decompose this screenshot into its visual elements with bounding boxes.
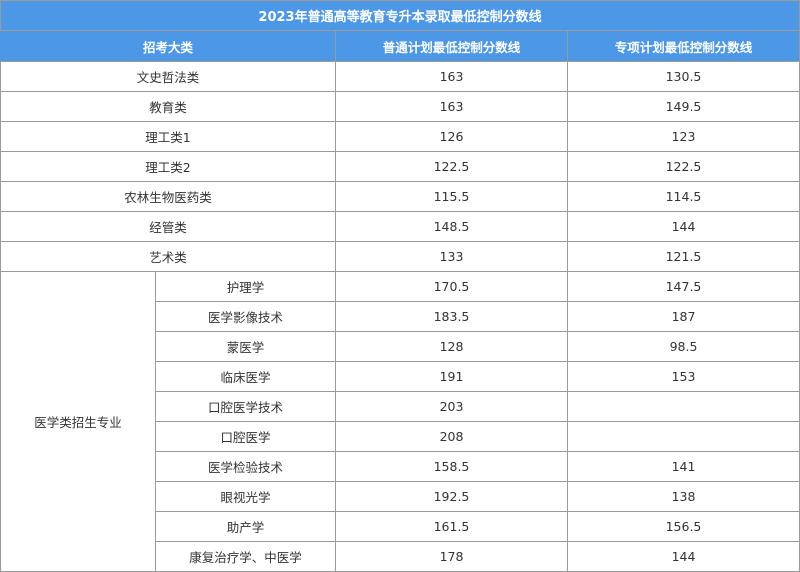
general-score-cell: 191: [335, 361, 568, 392]
category-cell: 艺术类: [0, 241, 336, 272]
special-score-cell: 144: [567, 211, 800, 242]
special-score-cell: 123: [567, 121, 800, 152]
table-row: 口腔医学 208: [1, 421, 800, 452]
general-score-cell: 208: [335, 421, 568, 452]
table-row: 经管类 148.5 144: [0, 211, 800, 242]
major-cell: 康复治疗学、中医学: [155, 541, 336, 572]
category-cell: 文史哲法类: [0, 61, 336, 92]
special-score-cell: 141: [567, 451, 800, 482]
special-score-cell: 138: [567, 481, 800, 512]
special-score-cell: [567, 421, 800, 452]
table-row: 艺术类 133 121.5: [0, 241, 800, 272]
major-cell: 口腔医学: [155, 421, 336, 452]
table-row: 医学影像技术 183.5 187: [1, 301, 800, 332]
category-cell: 农林生物医药类: [0, 181, 336, 212]
general-score-cell: 163: [335, 91, 568, 122]
major-cell: 助产学: [155, 511, 336, 542]
header-special-plan: 专项计划最低控制分数线: [567, 30, 800, 62]
special-score-cell: 98.5: [567, 331, 800, 362]
special-score-cell: 130.5: [567, 61, 800, 92]
special-score-cell: 121.5: [567, 241, 800, 272]
table-header-row: 招考大类 普通计划最低控制分数线 专项计划最低控制分数线: [0, 30, 800, 62]
special-score-cell: 122.5: [567, 151, 800, 182]
table-row: 蒙医学 128 98.5: [1, 331, 800, 362]
table-row: 医学类招生专业 护理学 170.5 147.5: [0, 271, 800, 572]
table-row: 教育类 163 149.5: [0, 91, 800, 122]
major-cell: 护理学: [155, 271, 336, 302]
general-score-cell: 178: [335, 541, 568, 572]
table-row: 口腔医学技术 203: [1, 391, 800, 422]
category-cell: 理工类1: [0, 121, 336, 152]
table-row: 康复治疗学、中医学 178 144: [1, 541, 800, 572]
general-score-cell: 122.5: [335, 151, 568, 182]
special-score-cell: 149.5: [567, 91, 800, 122]
general-score-cell: 126: [335, 121, 568, 152]
header-category: 招考大类: [0, 30, 336, 62]
special-score-cell: 147.5: [567, 271, 800, 302]
table-row: 农林生物医药类 115.5 114.5: [0, 181, 800, 212]
table-row: 临床医学 191 153: [1, 361, 800, 392]
table-title: 2023年普通高等教育专升本录取最低控制分数线: [0, 0, 800, 31]
general-score-cell: 163: [335, 61, 568, 92]
table-row: 眼视光学 192.5 138: [1, 481, 800, 512]
special-score-cell: 153: [567, 361, 800, 392]
general-score-cell: 203: [335, 391, 568, 422]
general-score-cell: 183.5: [335, 301, 568, 332]
special-score-cell: 144: [567, 541, 800, 572]
table-row: 理工类2 122.5 122.5: [0, 151, 800, 182]
medical-group-label: 医学类招生专业: [0, 271, 156, 572]
major-cell: 蒙医学: [155, 331, 336, 362]
special-score-cell: [567, 391, 800, 422]
general-score-cell: 170.5: [335, 271, 568, 302]
category-cell: 理工类2: [0, 151, 336, 182]
major-cell: 临床医学: [155, 361, 336, 392]
major-cell: 医学影像技术: [155, 301, 336, 332]
general-score-cell: 133: [335, 241, 568, 272]
general-score-cell: 158.5: [335, 451, 568, 482]
general-score-cell: 161.5: [335, 511, 568, 542]
table-row: 理工类1 126 123: [0, 121, 800, 152]
special-score-cell: 187: [567, 301, 800, 332]
major-cell: 医学检验技术: [155, 451, 336, 482]
special-score-cell: 114.5: [567, 181, 800, 212]
major-cell: 口腔医学技术: [155, 391, 336, 422]
special-score-cell: 156.5: [567, 511, 800, 542]
header-general-plan: 普通计划最低控制分数线: [335, 30, 568, 62]
general-score-cell: 115.5: [335, 181, 568, 212]
general-score-cell: 148.5: [335, 211, 568, 242]
general-score-cell: 128: [335, 331, 568, 362]
table-title-row: 2023年普通高等教育专升本录取最低控制分数线: [0, 0, 800, 31]
table-row: 文史哲法类 163 130.5: [0, 61, 800, 92]
category-cell: 经管类: [0, 211, 336, 242]
category-cell: 教育类: [0, 91, 336, 122]
major-cell: 眼视光学: [155, 481, 336, 512]
general-score-cell: 192.5: [335, 481, 568, 512]
